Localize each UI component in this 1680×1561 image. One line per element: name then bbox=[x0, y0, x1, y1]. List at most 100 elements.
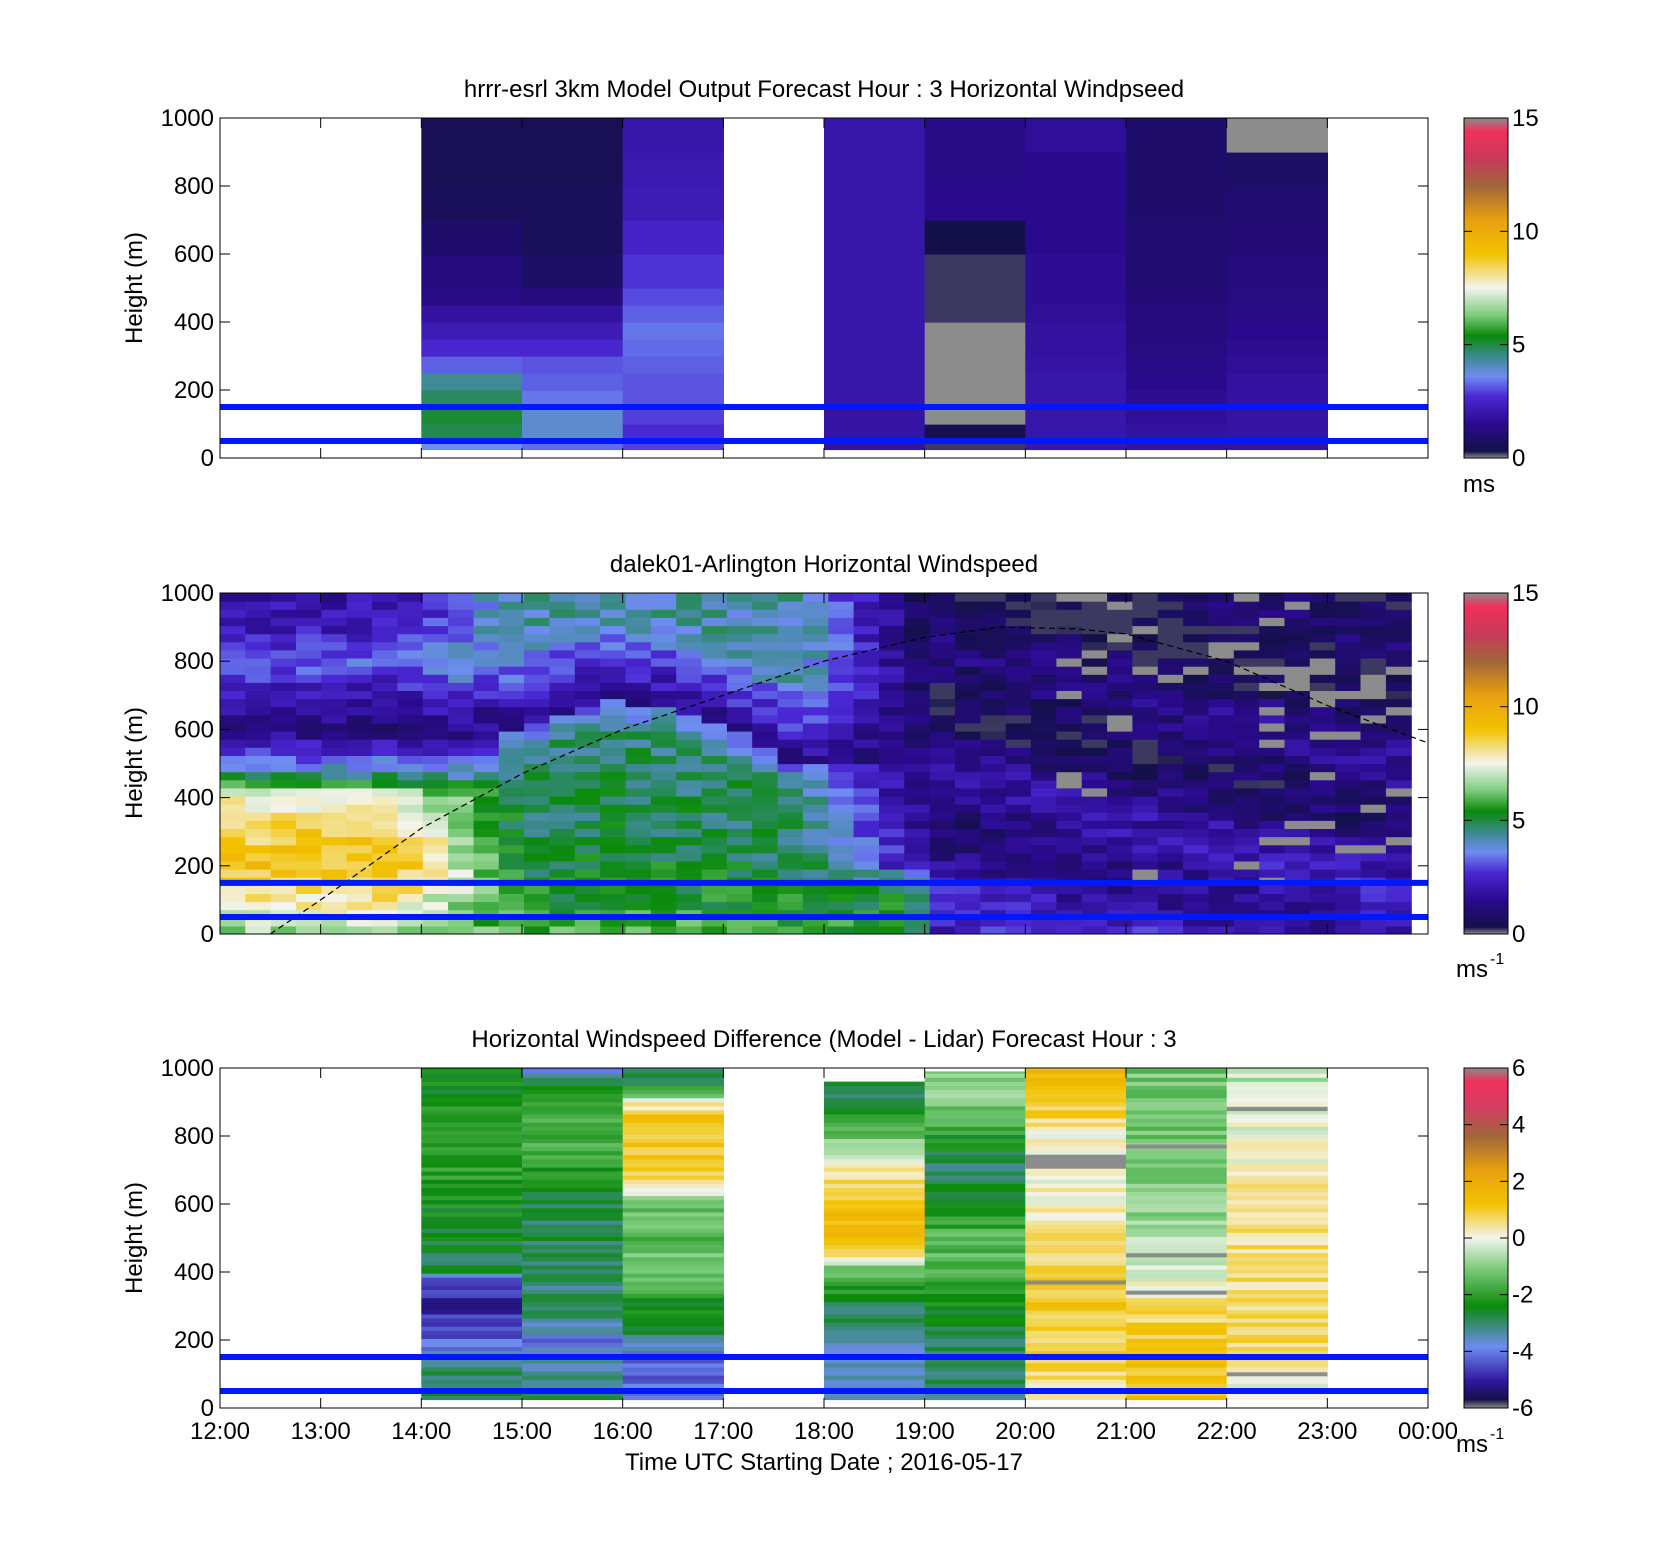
lidar-cell bbox=[220, 609, 246, 618]
diff-cell bbox=[421, 1154, 523, 1160]
lidar-cell bbox=[1208, 731, 1235, 740]
lidar-cell bbox=[321, 852, 348, 862]
lidar-cell bbox=[1259, 714, 1286, 724]
lidar-cell bbox=[879, 747, 905, 756]
lidar-cell bbox=[1031, 649, 1057, 659]
lidar-cell bbox=[321, 706, 348, 716]
lidar-cell bbox=[1335, 763, 1362, 773]
model-cell bbox=[1025, 390, 1127, 408]
lidar-cell bbox=[1157, 909, 1184, 919]
diff-cell bbox=[1025, 1199, 1127, 1205]
lidar-cell bbox=[549, 682, 576, 691]
diff-cell bbox=[622, 1285, 724, 1290]
diff-cell bbox=[924, 1330, 1026, 1335]
model-cell bbox=[522, 220, 624, 255]
diff-cell bbox=[1025, 1081, 1127, 1086]
lidar-cell bbox=[777, 617, 804, 627]
diff-cell bbox=[1025, 1166, 1127, 1172]
lidar-cell bbox=[625, 771, 652, 781]
lidar-cell bbox=[1309, 836, 1336, 846]
diff-missing-row bbox=[1126, 1144, 1227, 1149]
lidar-cell bbox=[955, 779, 981, 789]
model-cell bbox=[1025, 288, 1127, 306]
lidar-cell bbox=[397, 641, 424, 651]
diff-cell bbox=[1226, 1366, 1328, 1372]
lidar-cell bbox=[245, 601, 272, 610]
lidar-cell bbox=[1259, 812, 1286, 821]
colorbar-tick-label: 15 bbox=[1512, 580, 1539, 607]
model-cell bbox=[1126, 305, 1228, 323]
diff-cell bbox=[1025, 1395, 1127, 1401]
lidar-cell bbox=[828, 674, 855, 683]
lidar-cell bbox=[1385, 731, 1412, 740]
lidar-cell bbox=[270, 682, 297, 691]
lidar-cell bbox=[422, 787, 449, 797]
lidar-cell bbox=[1107, 690, 1133, 700]
lidar-cell bbox=[220, 860, 246, 870]
lidar-cell bbox=[1157, 658, 1184, 667]
lidar-cell bbox=[1056, 609, 1083, 618]
lidar-cell bbox=[270, 796, 297, 805]
lidar-cell bbox=[1005, 804, 1032, 813]
lidar-cell bbox=[1031, 820, 1057, 829]
lidar-cell bbox=[1233, 593, 1260, 602]
lidar-cell bbox=[346, 796, 373, 805]
lidar-cell bbox=[726, 925, 753, 934]
lidar-cell bbox=[929, 860, 956, 870]
diff-cell bbox=[1126, 1277, 1228, 1282]
model-cell bbox=[924, 441, 1026, 451]
lidar-cell bbox=[701, 869, 728, 878]
diff-cell bbox=[622, 1240, 724, 1246]
diff-cell bbox=[421, 1146, 523, 1152]
lidar-cell bbox=[372, 771, 398, 781]
lidar-cell bbox=[1107, 860, 1133, 870]
lidar-cell bbox=[879, 804, 905, 813]
lidar-cell bbox=[473, 763, 500, 773]
lidar-cell bbox=[1183, 812, 1209, 821]
diff-cell bbox=[622, 1301, 724, 1307]
lidar-cell bbox=[220, 755, 246, 765]
lidar-cell bbox=[448, 593, 474, 602]
diff-cell bbox=[421, 1338, 523, 1343]
lidar-cell bbox=[1005, 747, 1032, 756]
lidar-cell bbox=[397, 755, 424, 765]
lidar-cell bbox=[321, 641, 348, 651]
lidar-cell bbox=[1259, 763, 1286, 773]
y-tick-label: 0 bbox=[201, 921, 214, 948]
lidar-cell bbox=[777, 925, 804, 934]
lidar-cell bbox=[726, 747, 753, 756]
lidar-cell bbox=[245, 885, 272, 894]
x-tick-label: 16:00 bbox=[593, 1418, 653, 1445]
lidar-cell bbox=[1107, 917, 1133, 927]
lidar-cell bbox=[245, 666, 272, 675]
lidar-cell bbox=[1132, 796, 1159, 805]
lidar-cell bbox=[1360, 674, 1387, 683]
lidar-cell bbox=[625, 666, 652, 675]
lidar-cell bbox=[676, 828, 703, 838]
model-cell bbox=[1126, 254, 1228, 289]
diff-cell bbox=[522, 1097, 624, 1103]
lidar-cell bbox=[220, 722, 246, 732]
y-tick-label: 1000 bbox=[161, 105, 214, 132]
lidar-cell bbox=[600, 779, 627, 789]
panel-3-x-ticks bbox=[219, 1068, 1429, 1408]
lidar-cell bbox=[828, 649, 855, 659]
lidar-cell bbox=[524, 771, 550, 781]
diff-cell bbox=[924, 1289, 1026, 1294]
lidar-cell bbox=[879, 593, 905, 602]
lidar-cell bbox=[853, 731, 880, 740]
diff-cell bbox=[824, 1240, 926, 1246]
diff-cell bbox=[924, 1113, 1026, 1119]
lidar-cell bbox=[955, 771, 981, 781]
lidar-cell bbox=[701, 844, 728, 854]
lidar-cell bbox=[372, 706, 398, 716]
lidar-cell bbox=[1360, 909, 1387, 919]
lidar-cell bbox=[1309, 787, 1336, 797]
lidar-cell bbox=[625, 852, 652, 862]
lidar-cell bbox=[650, 869, 677, 878]
model-cell bbox=[824, 118, 926, 153]
lidar-cell bbox=[1360, 860, 1387, 870]
y-tick-label: 400 bbox=[174, 785, 214, 812]
diff-cell bbox=[622, 1277, 724, 1282]
lidar-cell bbox=[879, 869, 905, 878]
